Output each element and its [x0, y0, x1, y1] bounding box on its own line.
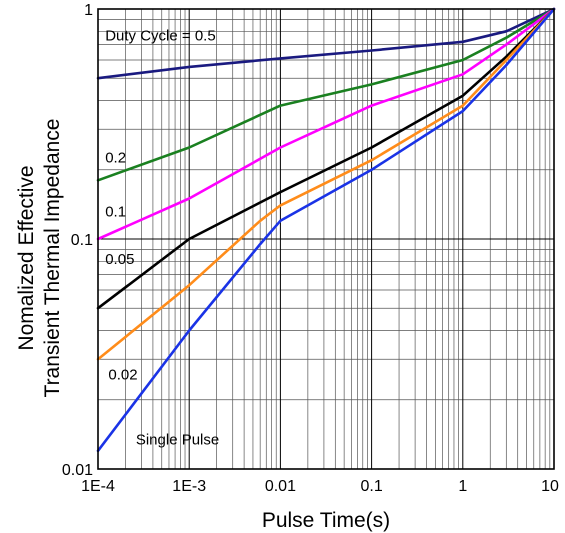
series-line-0-2 [96, 7, 556, 182]
x-tick-label: 1 [458, 478, 467, 495]
series-label: 0.1 [105, 204, 126, 221]
y-tick-label: 0.1 [71, 232, 93, 249]
y-tick-label: 0.01 [62, 462, 93, 479]
series-label: 0.2 [105, 150, 126, 167]
y-axis-title-line-2: Transient Thermal Impedance [41, 119, 64, 398]
x-axis-title: Pulse Time(s) [262, 509, 390, 532]
y-axis-title-line-1: Nomalized Effective [15, 165, 38, 350]
series-label: Single Pulse [136, 431, 219, 448]
series-label: Duty Cycle = 0.5 [105, 27, 215, 44]
x-tick-label: 0.1 [360, 478, 382, 495]
series-lines [96, 7, 556, 453]
y-tick-label: 1 [84, 2, 93, 19]
x-tick-label: 1E-4 [81, 478, 115, 495]
x-tick-label: 1E-3 [172, 478, 206, 495]
series-label: 0.05 [105, 251, 134, 268]
series-line-single-pulse [96, 7, 556, 453]
plot-frame [97, 8, 555, 470]
x-tick-label: 10 [541, 478, 559, 495]
series-line-duty-cycle-0-5 [96, 7, 556, 80]
series-label: 0.02 [108, 366, 137, 383]
x-tick-labels: 1E-4 1E-3 0.01 0.1 1 10 [81, 478, 559, 495]
y-tick-labels: 0.01 0.1 1 [62, 2, 93, 479]
series-annotations: Duty Cycle = 0.5 0.2 0.1 0.05 0.02 Single Pul… [105, 27, 219, 448]
x-tick-label: 0.01 [265, 478, 296, 495]
series-line-0-05 [96, 7, 556, 310]
y-axis-title: Nomalized Effective Transient Thermal Im… [15, 119, 64, 398]
series-line-0-02 [96, 7, 556, 361]
series-line-0-1 [96, 7, 556, 241]
